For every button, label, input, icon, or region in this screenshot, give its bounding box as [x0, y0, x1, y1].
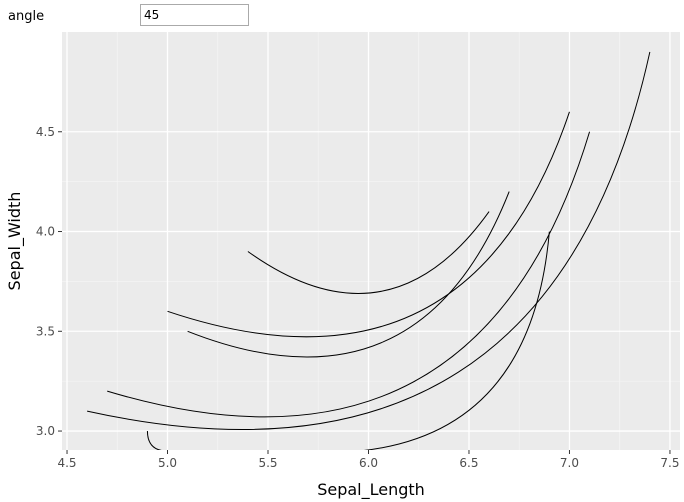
- y-tick-label: 3.5: [36, 324, 55, 338]
- x-tick-label: 5.0: [158, 456, 177, 470]
- y-tick-label: 4.0: [36, 225, 55, 239]
- curve: [87, 51, 651, 430]
- y-tick-label: 4.5: [36, 125, 55, 139]
- curves: [87, 51, 651, 450]
- grid: [62, 32, 680, 450]
- angle-input[interactable]: [140, 4, 249, 26]
- x-tick-label: 6.0: [359, 456, 378, 470]
- x-axis-title: Sepal_Length: [317, 480, 425, 500]
- curve: [146, 431, 162, 450]
- x-tick-label: 4.5: [57, 456, 76, 470]
- curve: [362, 231, 550, 450]
- y-tick-label: 3.0: [36, 424, 55, 438]
- control-row: angle: [0, 0, 684, 30]
- curve: [187, 191, 510, 358]
- curve: [107, 131, 591, 418]
- y-axis-title: Sepal_Width: [5, 192, 25, 291]
- x-tick-label: 5.5: [258, 456, 277, 470]
- x-tick-label: 7.5: [660, 456, 679, 470]
- curve: [167, 111, 570, 338]
- panel: [62, 32, 680, 450]
- x-tick-label: 7.0: [560, 456, 579, 470]
- input-label: angle: [8, 9, 45, 24]
- curve: [247, 211, 490, 294]
- x-tick-label: 6.5: [459, 456, 478, 470]
